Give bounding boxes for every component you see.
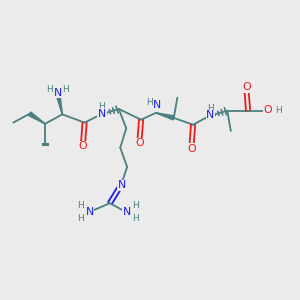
Text: O: O <box>187 143 196 154</box>
Text: N: N <box>54 88 63 98</box>
Polygon shape <box>28 112 45 124</box>
Text: H: H <box>147 98 153 107</box>
Text: O: O <box>79 141 87 152</box>
Text: N: N <box>123 206 131 217</box>
Text: N: N <box>153 100 161 110</box>
Text: H: H <box>276 106 282 115</box>
Text: H: H <box>46 85 53 94</box>
Text: H: H <box>207 103 214 112</box>
Text: N: N <box>98 109 106 119</box>
Text: N: N <box>118 180 126 190</box>
Text: H: H <box>132 214 139 223</box>
Text: N: N <box>85 206 94 217</box>
Text: H: H <box>77 201 83 210</box>
Polygon shape <box>56 93 62 114</box>
Text: H: H <box>132 201 139 210</box>
Text: O: O <box>135 139 144 148</box>
Text: H: H <box>62 85 69 94</box>
Polygon shape <box>156 113 174 120</box>
Text: O: O <box>264 105 272 115</box>
Text: H: H <box>77 214 83 223</box>
Text: H: H <box>98 102 105 111</box>
Text: N: N <box>206 110 214 120</box>
Text: O: O <box>242 82 251 92</box>
